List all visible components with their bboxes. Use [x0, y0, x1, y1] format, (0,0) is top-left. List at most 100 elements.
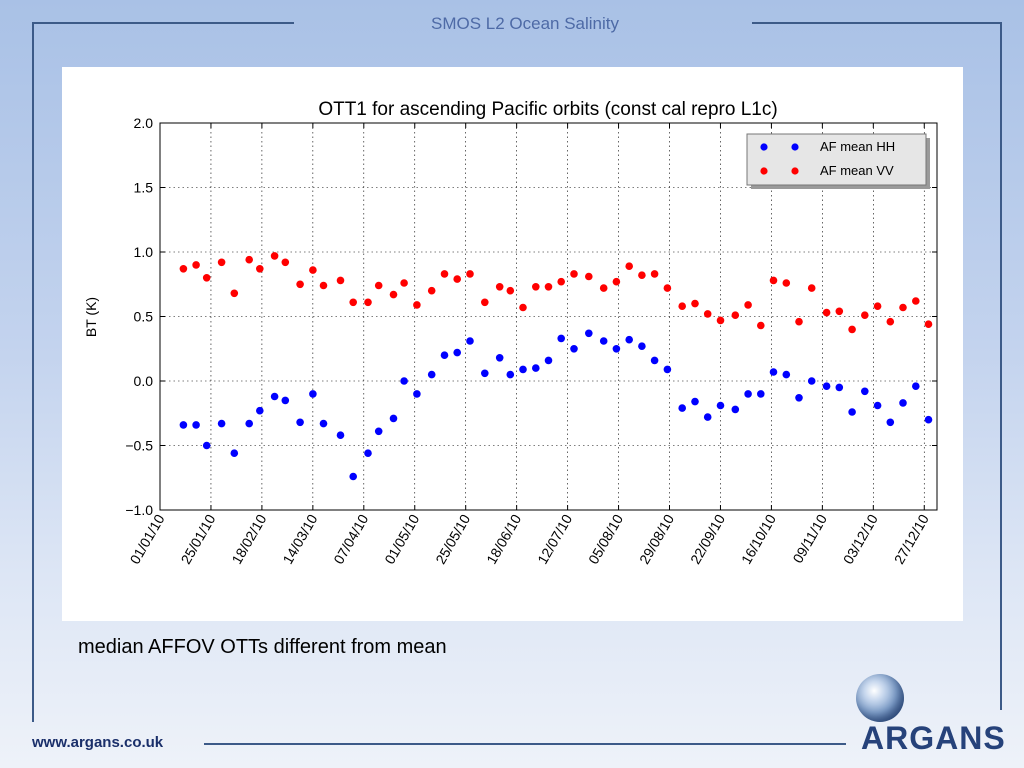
hh-data-point [625, 335, 633, 344]
hh-data-point [413, 390, 421, 398]
vv-data-point [389, 290, 398, 299]
hh-data-point [716, 401, 725, 410]
legend-hh-label: AF mean HH [820, 139, 895, 154]
slide-title: SMOS L2 Ocean Salinity [430, 14, 620, 33]
x-tick-label: 18/02/10 [228, 511, 269, 566]
vv-data-point [691, 299, 699, 308]
vv-data-point [374, 281, 383, 290]
vv-data-point [899, 303, 907, 312]
x-tick-label: 07/04/10 [330, 511, 371, 566]
vv-data-point [650, 270, 659, 278]
hh-data-point [807, 377, 816, 385]
vv-data-point [336, 276, 345, 285]
points-layer [179, 252, 933, 481]
vv-data-point [848, 325, 856, 334]
vv-data-point [440, 270, 449, 278]
hh-data-point [557, 334, 565, 343]
vv-data-point [835, 307, 844, 316]
x-tick-label: 09/11/10 [789, 511, 830, 565]
hh-data-point [532, 364, 540, 372]
vv-data-point [570, 270, 578, 278]
hh-data-point [296, 418, 304, 427]
chart-panel: −1.0 −0.5 0.0 0.5 1.0 1.5 2.0 01/01/10 25/01/10 1… [62, 67, 963, 621]
hh-data-point [731, 405, 740, 414]
vv-data-point [795, 317, 803, 326]
x-tick-label: 18/06/10 [483, 511, 524, 566]
hh-data-point [400, 377, 408, 385]
hh-data-point [364, 449, 372, 458]
legend-box [746, 133, 927, 186]
frame-right-line [1000, 22, 1002, 710]
vv-data-point [270, 252, 279, 260]
hh-data-point [230, 449, 239, 458]
scatter-chart: −1.0−0.50.00.51.01.52.001/01/10 25/01/10 1… [83, 99, 938, 567]
y-tick-label: −1.0 [125, 502, 153, 518]
hh-data-point [374, 427, 383, 436]
y-tick-label: 2.0 [134, 115, 154, 131]
hh-data-point [544, 356, 553, 365]
x-tick-label: 29/08/10 [636, 511, 677, 566]
hh-data-point [349, 472, 358, 481]
vv-data-point [744, 301, 752, 309]
hh-data-point [495, 354, 504, 362]
hh-data-point [440, 351, 449, 360]
hh-data-point [519, 365, 527, 374]
vv-data-point [466, 270, 474, 278]
vv-data-point [532, 283, 540, 291]
vv-data-point [663, 284, 672, 292]
vv-data-point [912, 297, 920, 305]
hh-data-point [835, 383, 844, 392]
legend-vv-label: AF mean VV [820, 163, 894, 178]
hh-data-point [678, 404, 686, 412]
chart-legend: AF mean HH AF mean VV [746, 133, 930, 189]
chart-title: OTT1 for ascending Pacific orbits (const… [318, 99, 777, 120]
vv-data-point [731, 311, 740, 319]
hh-data-point [650, 356, 659, 365]
vv-data-point [519, 303, 527, 312]
vv-data-point [612, 277, 621, 286]
x-tick-label: 12/07/10 [534, 511, 575, 566]
hh-data-point [691, 397, 699, 406]
vv-data-point [861, 311, 869, 319]
hh-data-point [924, 415, 933, 424]
hh-data-point [663, 365, 672, 374]
x-tick-label: 03/12/10 [840, 511, 881, 566]
vv-data-point [427, 286, 436, 295]
vv-data-point [217, 258, 226, 267]
frame-left-line [32, 22, 34, 722]
vv-data-point [822, 308, 831, 317]
vv-data-point [495, 283, 504, 291]
hh-data-point [281, 396, 290, 405]
vv-data-point [924, 320, 933, 328]
vv-data-point [400, 279, 408, 287]
hh-data-point [886, 418, 895, 427]
hh-data-point [638, 342, 646, 351]
vv-data-point [179, 265, 188, 273]
frame-bottom-line [204, 743, 846, 745]
vv-data-point [599, 284, 608, 292]
vv-data-point [230, 289, 239, 298]
hh-data-point [912, 382, 920, 391]
hh-data-point [795, 394, 803, 402]
vv-data-point [886, 317, 895, 326]
vv-data-point [716, 316, 725, 325]
legend-vv-marker-2 [791, 167, 799, 175]
hh-data-point [309, 390, 317, 398]
vv-data-point [349, 298, 358, 307]
hh-data-point [585, 329, 593, 338]
x-tick-label: 25/01/10 [177, 511, 218, 566]
vv-data-point [256, 265, 264, 273]
vv-data-point [296, 280, 304, 289]
argans-globe-logo [856, 674, 904, 722]
vv-data-point [192, 261, 200, 269]
hh-data-point [453, 348, 462, 357]
hh-data-point [599, 337, 608, 345]
hh-data-point [336, 431, 345, 440]
vv-data-point [453, 275, 462, 283]
vv-data-point [364, 298, 372, 307]
hh-data-point [570, 345, 578, 353]
hh-data-point [427, 370, 436, 379]
hh-data-point [192, 421, 200, 429]
vv-data-point [413, 301, 421, 309]
legend-hh-marker-1 [760, 143, 768, 151]
